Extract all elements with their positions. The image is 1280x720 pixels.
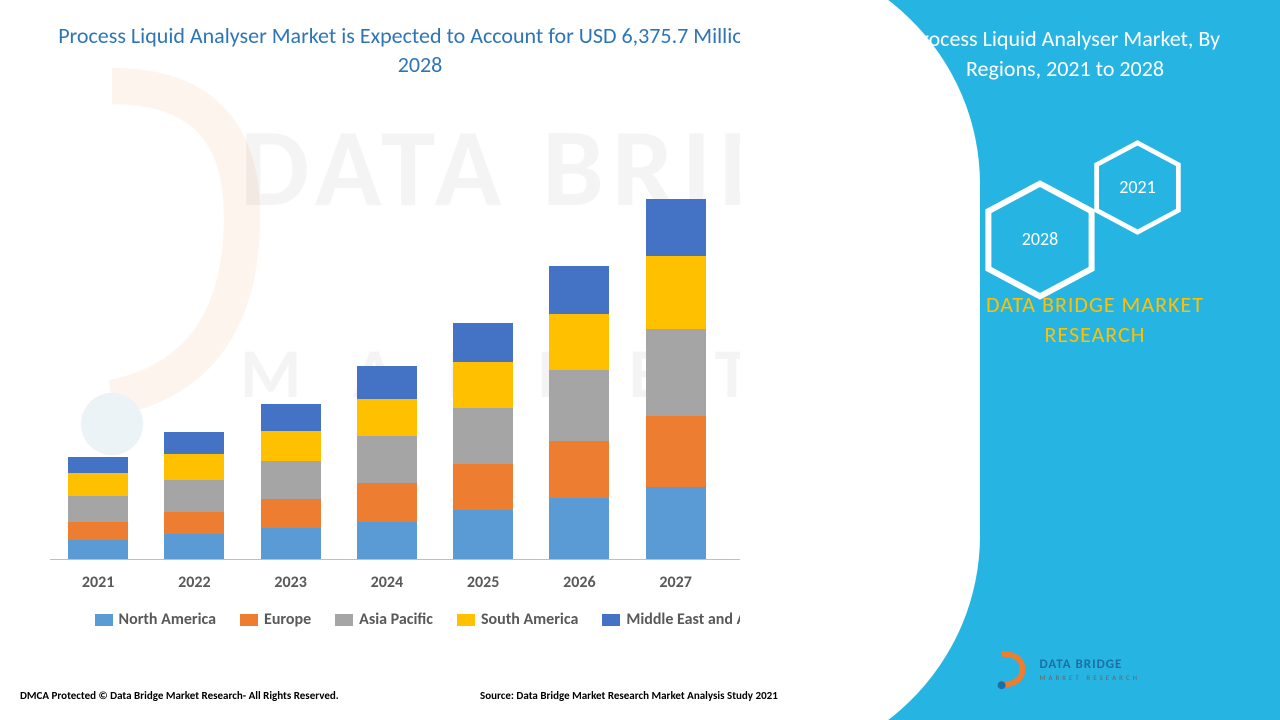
bar-2023 <box>261 404 321 560</box>
legend-item-south-america: South America <box>457 610 578 629</box>
segment-north-america <box>164 534 224 560</box>
right-panel: Process Liquid Analyser Market, By Regio… <box>840 0 1280 720</box>
logo-secondary-text: MARKET RESEARCH <box>1040 673 1140 682</box>
segment-north-america <box>357 522 417 560</box>
segment-south-america <box>164 454 224 480</box>
right-panel-title: Process Liquid Analyser Market, By Regio… <box>870 24 1260 83</box>
bar-2021 <box>68 457 128 560</box>
legend-swatch-icon <box>240 614 258 626</box>
segment-north-america <box>453 510 513 560</box>
segment-south-america <box>646 256 706 329</box>
stacked-bar-chart: 20212022202320242025202620272028 <box>50 120 820 600</box>
panel-curve-shape <box>740 0 980 720</box>
logo-text-block: DATA BRIDGE MARKET RESEARCH <box>1040 658 1140 681</box>
legend-swatch-icon <box>95 614 113 626</box>
bar-2025 <box>453 323 513 560</box>
segment-europe <box>261 499 321 528</box>
legend-item-north-america: North America <box>95 610 216 629</box>
x-label: 2023 <box>274 573 306 592</box>
segment-middle-east-and-africa <box>646 199 706 256</box>
segment-asia-pacific <box>646 329 706 416</box>
segment-north-america <box>549 498 609 560</box>
segment-middle-east-and-africa <box>357 366 417 399</box>
segment-north-america <box>261 528 321 560</box>
segment-asia-pacific <box>164 480 224 512</box>
hexagon-2028: 2028 <box>980 180 1100 300</box>
bar-2026 <box>549 266 609 560</box>
logo-mark-icon <box>992 650 1032 690</box>
segment-south-america <box>68 473 128 496</box>
legend-item-asia-pacific: Asia Pacific <box>335 610 433 629</box>
segment-middle-east-and-africa <box>68 457 128 473</box>
hex-label-small: 2021 <box>1090 176 1185 198</box>
x-label: 2027 <box>659 573 691 592</box>
x-label: 2026 <box>563 573 595 592</box>
chart-legend: North America Europe Asia Pacific South Ame… <box>50 610 820 629</box>
segment-asia-pacific <box>453 408 513 465</box>
legend-swatch-icon <box>335 614 353 626</box>
segment-south-america <box>357 399 417 436</box>
x-axis-labels: 20212022202320242025202620272028 <box>50 573 820 592</box>
hex-label-big: 2028 <box>980 228 1100 250</box>
segment-asia-pacific <box>261 461 321 499</box>
segment-asia-pacific <box>549 370 609 441</box>
bar-2027 <box>646 199 706 560</box>
legend-label: Europe <box>264 610 311 629</box>
segment-north-america <box>68 540 128 560</box>
legend-item-europe: Europe <box>240 610 311 629</box>
hexagon-year-badges: 2028 2021 <box>970 130 1210 310</box>
segment-middle-east-and-africa <box>261 404 321 431</box>
footer-source: Source: Data Bridge Market Research Mark… <box>480 689 778 702</box>
x-label: 2021 <box>82 573 114 592</box>
bars-container <box>50 140 820 560</box>
legend-swatch-icon <box>602 614 620 626</box>
market-infographic: DATA BRIDGE M A R K E T R E S E A R C H … <box>0 0 1280 720</box>
legend-label: Asia Pacific <box>359 610 433 629</box>
segment-middle-east-and-africa <box>549 266 609 313</box>
segment-middle-east-and-africa <box>164 432 224 454</box>
x-label: 2024 <box>371 573 403 592</box>
legend-label: North America <box>119 610 216 629</box>
segment-asia-pacific <box>357 436 417 483</box>
chart-title: Process Liquid Analyser Market is Expect… <box>40 22 800 79</box>
x-label: 2025 <box>467 573 499 592</box>
bar-2022 <box>164 432 224 560</box>
legend-swatch-icon <box>457 614 475 626</box>
segment-north-america <box>646 487 706 560</box>
legend-label: South America <box>481 610 578 629</box>
segment-europe <box>549 441 609 498</box>
segment-south-america <box>549 314 609 371</box>
segment-south-america <box>453 362 513 408</box>
brand-text: DATA BRIDGE MARKET RESEARCH <box>940 290 1250 349</box>
hexagon-2021: 2021 <box>1090 140 1185 235</box>
footer-logo: DATA BRIDGE MARKET RESEARCH <box>992 650 1140 690</box>
bar-2024 <box>357 366 417 560</box>
x-label: 2022 <box>178 573 210 592</box>
segment-middle-east-and-africa <box>453 323 513 362</box>
footer-copyright: DMCA Protected © Data Bridge Market Rese… <box>20 689 339 702</box>
segment-europe <box>646 416 706 487</box>
segment-europe <box>68 522 128 540</box>
logo-primary-text: DATA BRIDGE <box>1040 658 1140 672</box>
x-axis-line <box>50 559 820 560</box>
segment-europe <box>357 483 417 521</box>
segment-south-america <box>261 431 321 460</box>
segment-europe <box>164 512 224 535</box>
segment-europe <box>453 464 513 510</box>
segment-asia-pacific <box>68 496 128 522</box>
